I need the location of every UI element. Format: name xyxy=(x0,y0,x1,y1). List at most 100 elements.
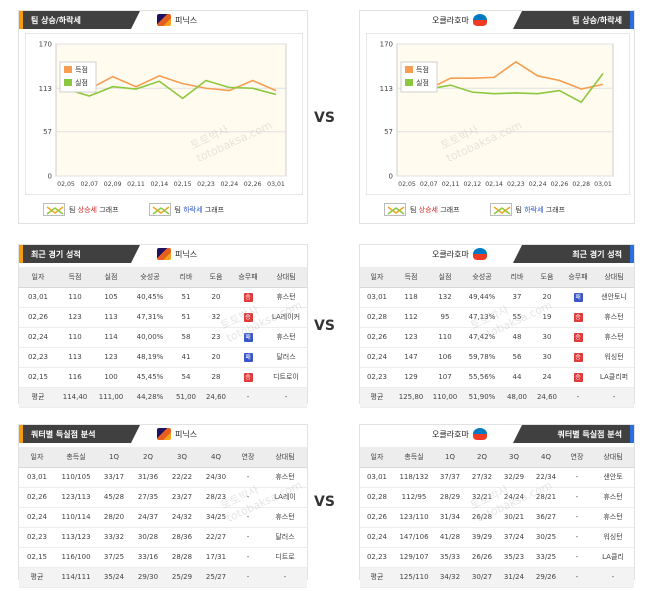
overtime-cell: - xyxy=(233,527,263,548)
table-row: 02,24 110/114 28/20 24/37 24/32 34/25- 휴스턴 xyxy=(19,507,307,528)
fg-pct-cell: 40,00% xyxy=(129,327,171,348)
total-cell: 129/107 xyxy=(394,547,434,568)
quarter-header: 일자 xyxy=(19,447,55,468)
date-cell: 02,15 xyxy=(19,367,57,388)
table-row: 02,28 112 95 47,13% 55 19 승 휴스턴 xyxy=(360,307,634,328)
opponent-cell: 디트로이 xyxy=(265,367,307,388)
points-cell: 123 xyxy=(57,307,93,328)
trend-chart-left: 0 57 113 170 02,05 02,07 02,09 02,11 02,14 02,15 0… xyxy=(25,33,303,195)
opponent-cell: 휴스턴 xyxy=(265,327,307,348)
opponent-cell: 달러스 xyxy=(263,527,307,548)
y-tick-label: 57 xyxy=(384,128,393,136)
legend-label: 실점 xyxy=(75,78,88,87)
uptrend-graph-button[interactable]: 팀 상승세 그래프 xyxy=(43,203,119,216)
legend-swatch xyxy=(64,66,72,73)
points-cell: 118 xyxy=(394,287,428,308)
rebound-cell: 54 xyxy=(171,367,201,388)
average-cell: 51,00 xyxy=(171,387,201,408)
q1-cell: 33/17 xyxy=(97,467,131,488)
result-cell: 패 xyxy=(231,347,265,368)
average-cell: 111,00 xyxy=(93,387,129,408)
rebound-cell: 37 xyxy=(502,287,532,308)
quarter-header: 2Q xyxy=(131,447,165,468)
fg-pct-cell: 45,45% xyxy=(129,367,171,388)
average-cell: - xyxy=(231,387,265,408)
table-row: 02,26 123/110 31/34 26/28 30/21 36/27- 휴스턴 xyxy=(360,507,634,528)
x-tick-label: 02,14 xyxy=(150,181,168,188)
points-cell: 112 xyxy=(394,307,428,328)
team-name-right: 오클라호마 xyxy=(432,249,469,259)
total-cell: 110/114 xyxy=(55,507,97,528)
downtrend-graph-icon xyxy=(489,203,512,216)
opponent-cell: LA레이 xyxy=(263,487,307,508)
recent-header: 승무패 xyxy=(562,267,594,288)
downtrend-prefix: 팀 xyxy=(515,205,525,214)
average-cell: - xyxy=(233,567,263,588)
result-badge: 패 xyxy=(243,332,253,342)
fg-pct-cell: 48,19% xyxy=(129,347,171,368)
quarter-header: 4Q xyxy=(530,447,562,468)
table-row: 02,24 147/106 41/28 39/29 37/24 30/25- 워싱턴 xyxy=(360,527,634,548)
result-badge: 승 xyxy=(243,372,253,382)
date-cell: 02,24 xyxy=(19,327,57,348)
q2-cell: 27/32 xyxy=(466,467,498,488)
result-badge: 패 xyxy=(573,292,583,302)
uptrend-label: 상승세 xyxy=(418,205,438,214)
points-cell: 110 xyxy=(57,287,93,308)
average-row: 평균 114/111 35/24 29/30 25/29 25/27- - xyxy=(19,567,307,588)
result-badge: 승 xyxy=(573,372,583,382)
assist-cell: 23 xyxy=(201,327,231,348)
opponent-cell: 휴스턴 xyxy=(265,287,307,308)
average-cell: - xyxy=(263,567,307,588)
uptrend-suffix: 그래프 xyxy=(97,205,119,214)
oklahoma-thunder-logo xyxy=(472,248,487,260)
average-cell: 29/30 xyxy=(131,567,165,588)
x-tick-label: 02,26 xyxy=(551,181,569,188)
team-left: 피닉스 xyxy=(157,11,197,29)
downtrend-graph-button-right[interactable]: 팀 하락세 그래프 xyxy=(489,203,565,216)
phoenix-suns-logo xyxy=(157,248,171,260)
q4-cell: 28/23 xyxy=(199,487,233,508)
q3-cell: 24/24 xyxy=(498,487,530,508)
date-cell: 02,26 xyxy=(360,327,394,348)
fg-pct-cell: 47,31% xyxy=(129,307,171,328)
q2-cell: 39/29 xyxy=(466,527,498,548)
table-row: 02,23 129/107 35/33 26/26 35/23 33/25- LA클리 xyxy=(360,547,634,568)
x-tick-label: 02,24 xyxy=(220,181,238,188)
downtrend-graph-button[interactable]: 팀 하락세 그래프 xyxy=(148,203,224,216)
quarter-header: 3Q xyxy=(165,447,199,468)
series-line-allowed xyxy=(406,68,604,104)
trend-chart-right: 0 57 113 170 02,05 02,07 02,11 02,12 02,14 02,23 0… xyxy=(366,33,630,195)
x-tick-label: 02,23 xyxy=(507,181,525,188)
result-cell: 승 xyxy=(562,307,594,328)
quarter-table-right: 일자 총득실 1Q 2Q 3Q 4Q 연장 상대팀 03,01 118/132 37/37 27/3… xyxy=(360,447,634,588)
date-cell: 03,01 xyxy=(19,287,57,308)
total-cell: 123/110 xyxy=(394,507,434,528)
q1-cell: 37/37 xyxy=(434,467,466,488)
recent-header: 리바 xyxy=(502,267,532,288)
date-cell: 02,23 xyxy=(360,547,394,568)
table-row: 02,23 129 107 55,56% 44 24 승 LA클리퍼 xyxy=(360,367,634,388)
x-tick-label: 03,01 xyxy=(594,181,612,188)
result-cell: 승 xyxy=(562,347,594,368)
date-cell: 02,23 xyxy=(19,527,55,548)
uptrend-graph-button-right[interactable]: 팀 상승세 그래프 xyxy=(384,203,460,216)
q4-cell: 36/27 xyxy=(530,507,562,528)
team-right-2: 오클라호마 xyxy=(432,245,487,263)
phoenix-suns-logo xyxy=(157,428,171,440)
legend-label: 득점 xyxy=(416,66,429,74)
q4-cell: 17/31 xyxy=(199,547,233,568)
date-cell: 02,15 xyxy=(19,547,55,568)
quarter-header: 총득실 xyxy=(55,447,97,468)
allowed-cell: 114 xyxy=(93,327,129,348)
average-cell: 125,80 xyxy=(394,387,428,408)
opponent-cell: 휴스턴 xyxy=(592,487,634,508)
x-tick-label: 02,15 xyxy=(174,181,192,188)
average-row: 평균 125,80 110,00 51,90% 48,00 24,60- - xyxy=(360,387,634,408)
legend-label: 득점 xyxy=(75,66,88,74)
average-cell: 48,00 xyxy=(502,387,532,408)
recent-table-left: 일자 득점 실점 슛성공 리바 도움 승무패 상대팀 03,01 110 105 40,45% 51 2… xyxy=(19,267,307,408)
q3-cell: 24/32 xyxy=(165,507,199,528)
q2-cell: 31/36 xyxy=(131,467,165,488)
average-cell: - xyxy=(562,387,594,408)
